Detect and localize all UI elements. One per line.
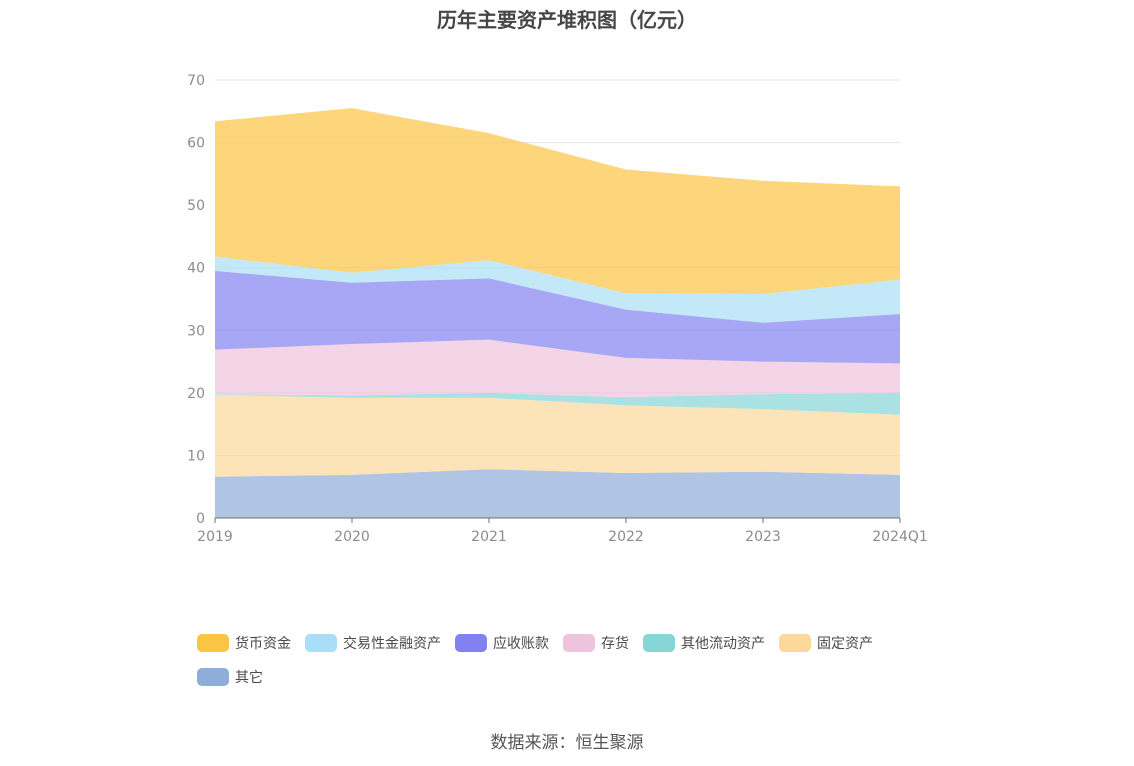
legend-item[interactable]: 货币资金	[197, 631, 291, 655]
x-tick-label: 2022	[608, 529, 644, 545]
area-series-3	[215, 339, 900, 398]
y-tick-label: 50	[187, 198, 205, 214]
area-series-2	[215, 392, 900, 415]
chart-title: 历年主要资产堆积图（亿元）	[437, 8, 697, 32]
legend-swatch	[563, 634, 595, 652]
legend-item[interactable]: 其它	[197, 665, 263, 689]
legend-swatch	[643, 634, 675, 652]
chart-legend: 货币资金 交易性金融资产 应收账款 存货 其他流动资产 固定资产其它	[197, 631, 957, 699]
stacked-area-chart: 0 10 20 30 40 50 60 70 2019 2020 2021 2022 2023 2024Q…	[187, 73, 928, 545]
legend-swatch	[197, 634, 229, 652]
y-tick-label: 10	[187, 448, 205, 464]
y-tick-label: 40	[187, 261, 205, 277]
x-tick-label: 2024Q1	[872, 529, 928, 545]
area-series-4	[215, 270, 900, 364]
area-series-5	[215, 256, 900, 323]
x-tick-label: 2023	[745, 529, 781, 545]
legend-label: 应收账款	[493, 636, 549, 652]
x-tick-label: 2021	[471, 529, 507, 545]
legend-swatch	[455, 634, 487, 652]
legend-swatch	[779, 634, 811, 652]
legend-label: 其它	[235, 670, 263, 686]
legend-item[interactable]: 应收账款	[455, 631, 549, 655]
x-tick-label: 2019	[197, 529, 233, 545]
legend-label: 固定资产	[817, 636, 873, 652]
y-tick-label: 0	[196, 511, 205, 527]
legend-item[interactable]: 其他流动资产	[643, 631, 765, 655]
x-tick-label: 2020	[334, 529, 370, 545]
area-series-1	[215, 394, 900, 477]
legend-item[interactable]: 存货	[563, 631, 629, 655]
legend-label: 货币资金	[235, 636, 291, 652]
legend-label: 存货	[601, 636, 629, 652]
legend-item[interactable]: 固定资产	[779, 631, 873, 655]
y-tick-label: 70	[187, 73, 205, 89]
legend-swatch	[305, 634, 337, 652]
area-series-0	[215, 469, 900, 518]
legend-item[interactable]: 交易性金融资产	[305, 631, 441, 655]
y-tick-label: 20	[187, 386, 205, 402]
data-source: 数据来源：恒生聚源	[490, 733, 644, 753]
legend-label: 其他流动资产	[681, 636, 765, 652]
area-series-6	[215, 108, 900, 294]
y-tick-label: 60	[187, 136, 205, 152]
legend-swatch	[197, 668, 229, 686]
y-tick-label: 30	[187, 323, 205, 339]
legend-label: 交易性金融资产	[343, 636, 441, 652]
